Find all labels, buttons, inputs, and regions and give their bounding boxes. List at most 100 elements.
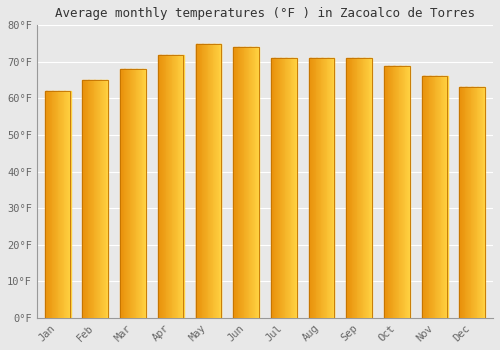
Bar: [90, 80, 91, 318]
Bar: [446, 77, 448, 318]
Bar: [422, 77, 424, 318]
Bar: [385, 65, 386, 318]
Bar: [44, 91, 46, 318]
Bar: [258, 47, 259, 318]
Bar: [106, 80, 108, 318]
Bar: [88, 80, 90, 318]
Bar: [293, 58, 294, 318]
Bar: [50, 91, 51, 318]
Bar: [234, 47, 259, 318]
Bar: [212, 43, 213, 318]
Bar: [236, 47, 238, 318]
Bar: [68, 91, 69, 318]
Bar: [44, 91, 70, 318]
Bar: [404, 65, 406, 318]
Bar: [479, 88, 480, 318]
Bar: [386, 65, 387, 318]
Bar: [218, 43, 219, 318]
Bar: [182, 55, 183, 318]
Bar: [234, 47, 259, 318]
Bar: [482, 88, 483, 318]
Bar: [319, 58, 320, 318]
Bar: [439, 77, 440, 318]
Bar: [364, 58, 366, 318]
Bar: [203, 43, 204, 318]
Bar: [145, 69, 146, 318]
Bar: [407, 65, 408, 318]
Bar: [370, 58, 372, 318]
Bar: [484, 88, 486, 318]
Bar: [65, 91, 66, 318]
Bar: [403, 65, 404, 318]
Bar: [288, 58, 289, 318]
Bar: [356, 58, 358, 318]
Bar: [126, 69, 127, 318]
Bar: [473, 88, 474, 318]
Bar: [474, 88, 475, 318]
Bar: [62, 91, 63, 318]
Bar: [206, 43, 208, 318]
Bar: [284, 58, 285, 318]
Bar: [248, 47, 249, 318]
Bar: [48, 91, 49, 318]
Bar: [408, 65, 409, 318]
Bar: [257, 47, 258, 318]
Bar: [92, 80, 93, 318]
Bar: [180, 55, 181, 318]
Bar: [252, 47, 253, 318]
Bar: [91, 80, 92, 318]
Bar: [94, 80, 96, 318]
Bar: [460, 88, 485, 318]
Bar: [331, 58, 332, 318]
Bar: [468, 88, 469, 318]
Bar: [464, 88, 466, 318]
Bar: [240, 47, 241, 318]
Bar: [202, 43, 203, 318]
Bar: [55, 91, 56, 318]
Bar: [296, 58, 297, 318]
Bar: [472, 88, 474, 318]
Bar: [443, 77, 444, 318]
Bar: [480, 88, 481, 318]
Bar: [295, 58, 296, 318]
Bar: [218, 43, 220, 318]
Bar: [356, 58, 357, 318]
Bar: [292, 58, 294, 318]
Bar: [60, 91, 61, 318]
Bar: [234, 47, 235, 318]
Bar: [274, 58, 276, 318]
Bar: [434, 77, 435, 318]
Bar: [127, 69, 128, 318]
Bar: [176, 55, 178, 318]
Bar: [287, 58, 288, 318]
Bar: [433, 77, 434, 318]
Bar: [84, 80, 85, 318]
Bar: [215, 43, 216, 318]
Bar: [138, 69, 139, 318]
Bar: [242, 47, 244, 318]
Bar: [196, 43, 221, 318]
Bar: [390, 65, 391, 318]
Bar: [137, 69, 138, 318]
Bar: [58, 91, 59, 318]
Bar: [470, 88, 472, 318]
Bar: [394, 65, 396, 318]
Bar: [391, 65, 392, 318]
Bar: [406, 65, 408, 318]
Bar: [366, 58, 367, 318]
Bar: [324, 58, 325, 318]
Bar: [181, 55, 182, 318]
Bar: [388, 65, 390, 318]
Bar: [254, 47, 255, 318]
Bar: [384, 65, 409, 318]
Bar: [46, 91, 48, 318]
Bar: [56, 91, 58, 318]
Bar: [244, 47, 246, 318]
Bar: [211, 43, 212, 318]
Bar: [361, 58, 362, 318]
Bar: [422, 77, 423, 318]
Bar: [235, 47, 236, 318]
Bar: [354, 58, 355, 318]
Bar: [212, 43, 214, 318]
Bar: [384, 65, 385, 318]
